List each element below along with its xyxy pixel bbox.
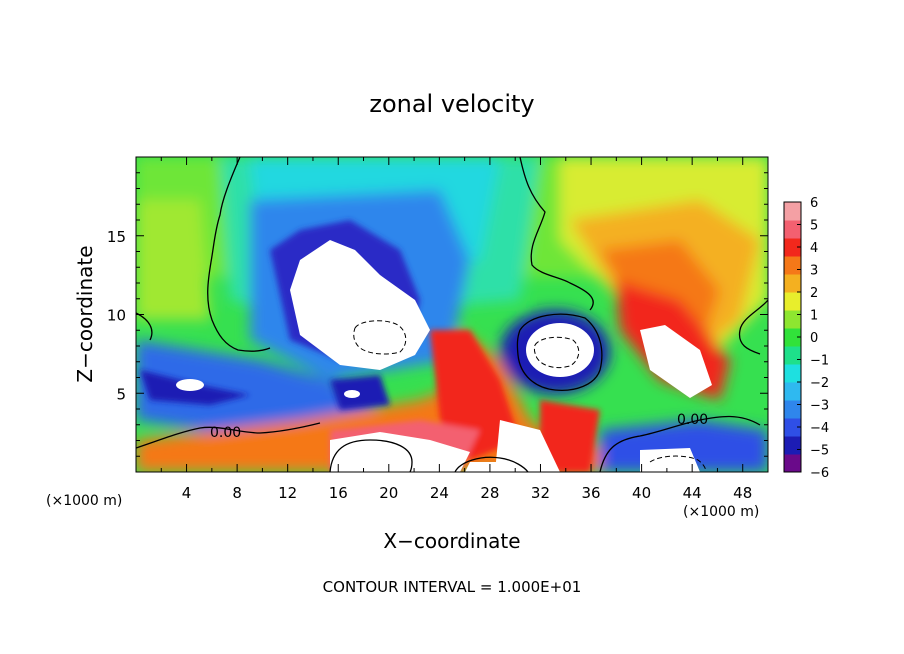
colorbar-tick-label: 3 (810, 264, 818, 279)
colorbar-swatch (784, 454, 801, 473)
x-tick-label: 8 (232, 484, 242, 502)
y-tick-label: 5 (116, 385, 126, 403)
colorbar-swatch (784, 436, 801, 455)
colorbar-tick-label: −4 (810, 421, 829, 436)
colorbar-swatch (784, 292, 801, 311)
colorbar-swatch (784, 238, 801, 257)
heatmap-field (136, 157, 768, 472)
chart-title: zonal velocity (369, 90, 534, 118)
y-unit-label: (×1000 m) (46, 493, 122, 509)
x-tick-label: 48 (733, 484, 752, 502)
x-tick-label: 4 (182, 484, 192, 502)
colorbar-swatch (784, 310, 801, 329)
y-axis-ticks: 5 10 15 (107, 172, 768, 457)
x-tick-label: 28 (480, 484, 499, 502)
colorbar-swatch (784, 256, 801, 275)
x-tick-label: 44 (683, 484, 702, 502)
colorbar-tick-label: −5 (810, 444, 829, 459)
colorbar-swatch (784, 364, 801, 383)
colorbar-tick-label: −6 (810, 466, 829, 481)
colorbar-tick-label: −1 (810, 354, 829, 369)
x-tick-label: 36 (581, 484, 600, 502)
x-tick-label: 40 (632, 484, 651, 502)
colorbar-tick-label: 0 (810, 331, 818, 346)
colorbar-tick-label: −3 (810, 399, 829, 414)
y-axis-title: Z−coordinate (73, 245, 97, 382)
colorbar-swatch (784, 418, 801, 437)
x-tick-label: 12 (278, 484, 297, 502)
colorbar-tick-label: −2 (810, 376, 829, 391)
x-tick-label: 16 (329, 484, 348, 502)
colorbar-swatch (784, 328, 801, 347)
colorbar-swatch (784, 382, 801, 401)
contour-label: 0.00 (677, 412, 708, 428)
colorbar-tick-label: 6 (810, 196, 818, 211)
x-axis-title: X−coordinate (383, 529, 520, 553)
contour-label: 0.00 (210, 425, 241, 441)
colorbar-swatch (784, 220, 801, 239)
colorbar-swatch (784, 346, 801, 365)
colorbar-swatch (784, 274, 801, 293)
colorbar: 6 5 4 3 2 1 0 −1 −2 −3 −4 −5 −6 (783, 196, 829, 481)
x-tick-label: 32 (531, 484, 550, 502)
y-tick-label: 10 (107, 307, 126, 325)
x-tick-label: 24 (430, 484, 449, 502)
colorbar-tick-label: 2 (810, 286, 818, 301)
y-tick-label: 15 (107, 228, 126, 246)
colorbar-tick-label: 4 (810, 241, 818, 256)
x-tick-label: 20 (379, 484, 398, 502)
colorbar-swatch (784, 202, 801, 221)
colorbar-tick-label: 1 (810, 309, 818, 324)
x-unit-label: (×1000 m) (683, 504, 759, 520)
contour-interval-note: CONTOUR INTERVAL = 1.000E+01 (323, 578, 582, 596)
x-axis-ticks: 4 8 12 16 20 24 28 32 36 40 44 48 (160, 157, 752, 502)
colorbar-tick-label: 5 (810, 219, 818, 234)
colorbar-swatch (784, 400, 801, 419)
